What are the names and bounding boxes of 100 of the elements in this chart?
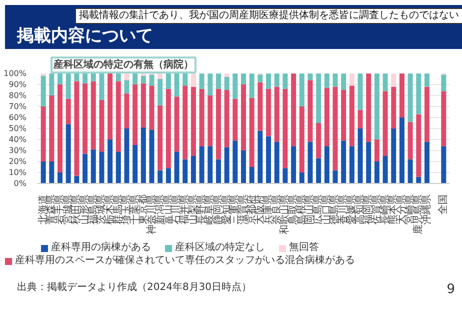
bar — [332, 74, 338, 87]
bar — [116, 81, 121, 152]
bar — [374, 140, 380, 162]
bar — [308, 80, 313, 142]
bar — [66, 74, 71, 99]
bar — [190, 156, 196, 184]
bar — [391, 74, 396, 87]
bar — [282, 74, 288, 89]
bar — [441, 91, 446, 146]
bar — [374, 162, 380, 184]
chart-subtitle: 産科区域の特定の有無（病院） — [52, 58, 194, 70]
x-tick-label: 全国 — [437, 194, 450, 214]
bar — [74, 176, 80, 184]
bar — [99, 152, 104, 184]
bar — [199, 74, 204, 89]
chart-title: 掲載内容について — [17, 25, 153, 48]
bar — [82, 154, 88, 184]
bar — [316, 123, 322, 158]
bar — [291, 146, 296, 184]
bar — [391, 128, 396, 184]
bar — [382, 156, 388, 184]
bar — [249, 167, 254, 184]
bar — [132, 145, 138, 184]
bar — [158, 170, 163, 184]
bar — [349, 74, 354, 86]
bar — [358, 110, 363, 128]
bar — [424, 86, 430, 142]
bar — [74, 81, 80, 176]
bar — [408, 74, 413, 122]
bar — [182, 159, 188, 184]
bar — [399, 74, 404, 118]
bar — [124, 80, 130, 94]
bar — [116, 152, 121, 184]
bar — [266, 74, 272, 89]
bar — [124, 93, 130, 128]
bar — [316, 74, 322, 123]
bar — [232, 74, 238, 99]
bar — [441, 146, 446, 184]
bar — [108, 74, 113, 140]
bar — [49, 96, 54, 162]
bar — [208, 74, 213, 96]
bar — [174, 152, 180, 184]
bar — [399, 118, 404, 184]
bar — [90, 74, 96, 82]
bar — [224, 74, 230, 77]
bar — [308, 142, 313, 184]
x-tick-label: 山梨県 — [186, 194, 199, 224]
y-tick-label: 0% — [14, 179, 27, 188]
bar — [382, 74, 388, 92]
bar — [182, 86, 188, 160]
bar — [324, 88, 330, 146]
bar — [266, 136, 272, 184]
bar — [99, 74, 104, 100]
bar — [158, 74, 163, 79]
bar — [249, 98, 254, 167]
bar — [341, 140, 346, 184]
x-tick-label: 石川県 — [170, 194, 182, 224]
bar — [66, 98, 71, 124]
bar — [374, 74, 380, 140]
bar — [208, 146, 213, 184]
bar — [291, 74, 296, 146]
bar — [324, 146, 330, 184]
bar — [332, 86, 338, 170]
bar — [140, 127, 146, 184]
bar — [216, 159, 221, 184]
bar — [140, 76, 146, 84]
bar — [132, 84, 138, 145]
bar — [424, 74, 430, 87]
bar — [424, 142, 430, 184]
x-tick-label: 愛媛県 — [345, 194, 358, 224]
bar — [49, 74, 54, 96]
bar — [190, 74, 196, 87]
bar — [174, 74, 180, 97]
bar — [40, 76, 46, 106]
bar — [108, 140, 113, 184]
bar — [324, 74, 330, 88]
bar — [258, 82, 263, 131]
bar — [241, 150, 246, 184]
bar — [258, 74, 263, 82]
y-tick-label: 80% — [8, 91, 27, 100]
bar — [332, 170, 338, 184]
bar — [241, 74, 246, 84]
bar — [366, 142, 372, 184]
bar — [349, 86, 354, 146]
bar — [282, 168, 288, 184]
bar — [124, 128, 130, 184]
x-tick-label: 長野県 — [196, 194, 208, 224]
bar — [58, 84, 63, 172]
bar — [182, 74, 188, 86]
bar — [258, 130, 263, 184]
bar — [224, 147, 230, 184]
bar — [190, 86, 196, 156]
bar — [140, 83, 146, 128]
y-tick-label: 10% — [8, 168, 27, 177]
bar — [408, 122, 413, 160]
bar — [299, 172, 304, 184]
bar — [216, 74, 221, 89]
y-tick-label: 100% — [4, 69, 27, 78]
y-tick-label: 40% — [8, 135, 27, 144]
bar — [90, 81, 96, 150]
